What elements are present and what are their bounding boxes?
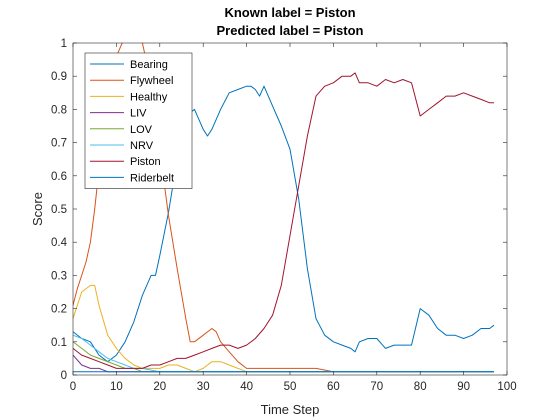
series-line-piston <box>73 72 494 369</box>
axes: 0 10 20 30 40 50 60 70 80 90 100 0 0.1 0.2 0.3 0.4 0.5 0.… <box>51 38 517 393</box>
x-tick-label: 0 <box>70 381 76 393</box>
series-line-healthy <box>73 284 494 373</box>
y-tick-label: 0.5 <box>51 204 67 216</box>
x-tick-label: 30 <box>197 381 210 393</box>
x-tick-label: 20 <box>153 381 166 393</box>
y-tick-label: 0.2 <box>51 304 67 316</box>
x-tick-label: 60 <box>327 381 340 393</box>
legend-label-healthy: Healthy <box>130 91 168 103</box>
x-tick-label: 70 <box>370 381 383 393</box>
chart-subtitle: Predicted label = Piston <box>216 23 363 38</box>
x-tick-label: 80 <box>414 381 427 393</box>
legend-label-liv: LIV <box>130 108 147 120</box>
legend: Bearing Flywheel Healthy LIV LOV NRV Piston Rid… <box>84 52 193 189</box>
legend-box <box>84 52 193 189</box>
legend-label-lov: LOV <box>130 124 153 136</box>
legend-label-flywheel: Flywheel <box>130 75 173 87</box>
y-tick-label: 0.7 <box>51 138 67 150</box>
y-axis-label: Score <box>30 192 45 226</box>
y-tick-label: 0.3 <box>51 270 67 282</box>
legend-label-bearing: Bearing <box>130 59 168 71</box>
y-tick-label: 0.6 <box>51 171 67 183</box>
y-tick-label: 0.1 <box>51 337 67 349</box>
x-tick-label: 50 <box>284 381 297 393</box>
legend-label-nrv: NRV <box>130 140 154 152</box>
y-tick-label: 0 <box>61 370 67 382</box>
series-line-bearing <box>73 85 495 363</box>
y-tick-label: 1 <box>61 38 67 50</box>
legend-label-riderbelt: Riderbelt <box>130 172 174 184</box>
x-axis-label: Time Step <box>261 402 320 417</box>
y-tick-label: 0.9 <box>51 71 67 83</box>
series-line-lov <box>73 341 494 373</box>
legend-label-piston: Piston <box>130 156 161 168</box>
x-tick-label: 100 <box>497 381 516 393</box>
x-tick-label: 90 <box>457 381 470 393</box>
x-tick-label: 40 <box>240 381 253 393</box>
chart-title: Known label = Piston <box>224 5 355 20</box>
y-tick-label: 0.8 <box>51 104 67 116</box>
x-tick-label: 10 <box>110 381 123 393</box>
y-tick-label: 0.4 <box>51 237 68 249</box>
